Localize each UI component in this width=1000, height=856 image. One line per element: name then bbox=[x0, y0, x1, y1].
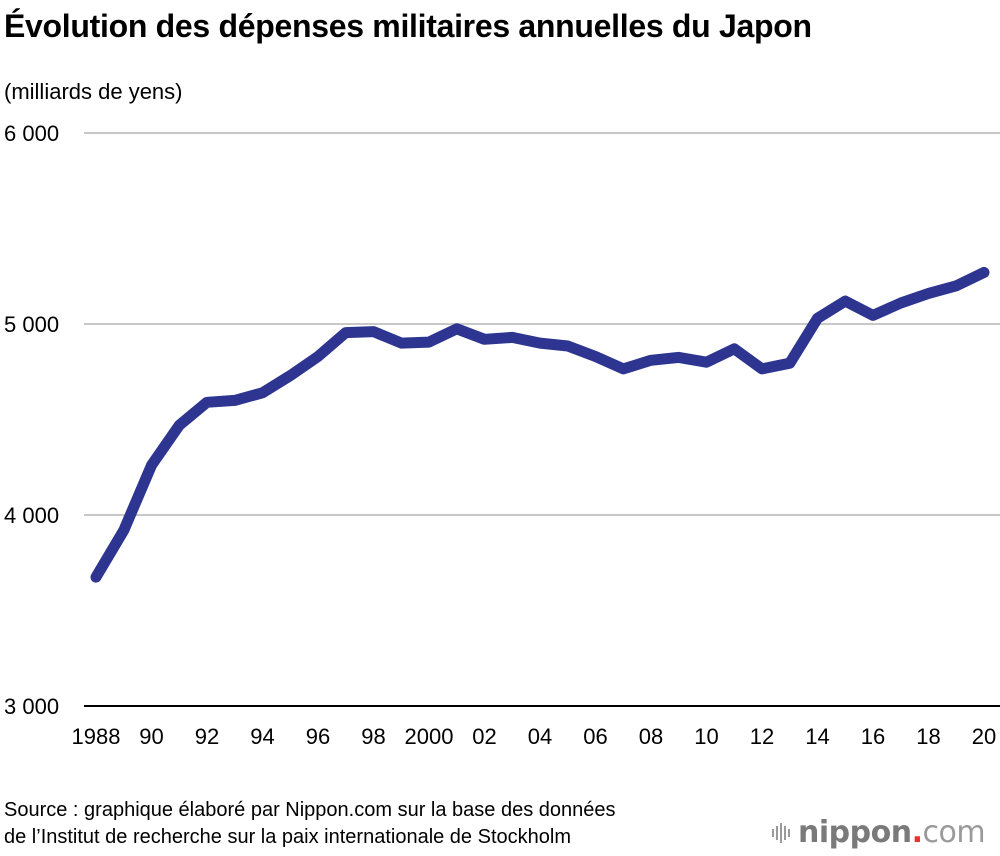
y-tick-labels: 3 000 4 000 5 000 6 000 bbox=[4, 121, 59, 719]
x-tick-label: 04 bbox=[528, 724, 552, 749]
x-tick-label: 2000 bbox=[405, 724, 454, 749]
x-tick-label: 12 bbox=[750, 724, 774, 749]
x-tick-label: 96 bbox=[306, 724, 330, 749]
line-chart: 3 000 4 000 5 000 6 000 1988 90 92 94 96 98 2000 0… bbox=[4, 121, 1000, 749]
x-tick-label: 06 bbox=[583, 724, 607, 749]
x-tick-label: 94 bbox=[250, 724, 274, 749]
y-tick-label: 4 000 bbox=[4, 503, 59, 528]
source-line-2: de l’Institut de recherche sur la paix i… bbox=[4, 826, 571, 848]
x-tick-label: 18 bbox=[916, 724, 940, 749]
x-tick-label: 1988 bbox=[72, 724, 121, 749]
logo-name: nippon bbox=[798, 815, 912, 850]
y-tick-label: 3 000 bbox=[4, 694, 59, 719]
x-tick-label: 08 bbox=[639, 724, 663, 749]
logo-tld: com bbox=[922, 815, 986, 850]
y-tick-label: 6 000 bbox=[4, 121, 59, 146]
x-tick-label: 20 bbox=[972, 724, 996, 749]
sound-bars-icon bbox=[772, 821, 790, 845]
gridlines bbox=[84, 132, 1000, 707]
source-note: Source : graphique élaboré par Nippon.co… bbox=[4, 797, 616, 851]
x-tick-label: 10 bbox=[694, 724, 718, 749]
y-tick-label: 5 000 bbox=[4, 312, 59, 337]
x-tick-label: 14 bbox=[805, 724, 829, 749]
series-group bbox=[90, 266, 990, 583]
x-tick-label: 98 bbox=[361, 724, 385, 749]
series-line bbox=[90, 266, 990, 583]
chart-title: Évolution des dépenses militaires annuel… bbox=[4, 8, 812, 44]
x-tick-labels: 1988 90 92 94 96 98 2000 02 04 06 08 10 12 14 16 18 20 bbox=[72, 724, 997, 749]
x-tick-label: 16 bbox=[861, 724, 885, 749]
x-tick-label: 02 bbox=[472, 724, 496, 749]
logo-text: nippon.com bbox=[798, 815, 986, 850]
x-tick-label: 90 bbox=[139, 724, 163, 749]
logo-dot: . bbox=[911, 815, 923, 850]
x-tick-label: 92 bbox=[195, 724, 219, 749]
nippon-logo: nippon.com bbox=[772, 815, 986, 850]
y-axis-unit-label: (milliards de yens) bbox=[4, 79, 183, 104]
source-line-1: Source : graphique élaboré par Nippon.co… bbox=[4, 799, 616, 821]
